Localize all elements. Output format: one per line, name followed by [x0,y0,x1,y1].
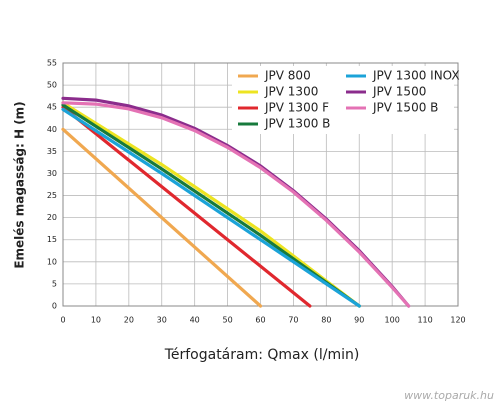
legend-label: JPV 1500 B [372,101,438,115]
x-tick-label: 100 [385,316,400,325]
x-tick-label: 40 [190,316,200,325]
legend-label: JPV 1300 F [264,101,329,115]
y-tick-label: 45 [47,103,57,112]
x-axis-label: Térfogatáram: Qmax (l/min) [164,347,360,363]
x-tick-label: 80 [321,316,331,325]
y-tick-label: 0 [52,302,57,311]
y-tick-label: 55 [47,59,57,68]
y-tick-label: 20 [47,213,57,222]
y-tick-label: 25 [47,191,57,200]
legend-label: JPV 1500 [372,85,426,99]
x-tick-label: 10 [91,316,101,325]
x-tick-label: 0 [60,316,65,325]
series-line [61,103,361,308]
watermark: www.toparuk.hu [404,389,494,402]
legend-label: JPV 1300 INOX [372,69,460,83]
series-line [61,101,361,308]
y-tick-label: 5 [52,279,57,288]
y-tick-label: 10 [47,257,57,266]
legend-label: JPV 1300 [264,85,318,99]
legend-label: JPV 1300 B [264,117,330,131]
x-tick-label: 70 [288,316,298,325]
series-line [61,105,312,308]
y-tick-label: 50 [47,81,57,90]
x-tick-label: 120 [450,316,465,325]
y-tick-label: 15 [47,235,57,244]
legend-box [232,66,454,134]
x-tick-label: 110 [417,316,432,325]
x-tick-label: 90 [354,316,364,325]
x-tick-label: 50 [222,316,232,325]
series-line [61,101,411,308]
x-tick-label: 30 [157,316,167,325]
x-tick-label: 60 [255,316,265,325]
y-tick-label: 40 [47,125,57,134]
series-line [61,107,361,308]
legend-label: JPV 800 [264,69,311,83]
y-tick-label: 30 [47,169,57,178]
y-tick-label: 35 [47,147,57,156]
x-tick-label: 20 [124,316,134,325]
y-axis-label: Emelés magasság: H (m) [13,101,27,268]
series-line [61,127,263,308]
